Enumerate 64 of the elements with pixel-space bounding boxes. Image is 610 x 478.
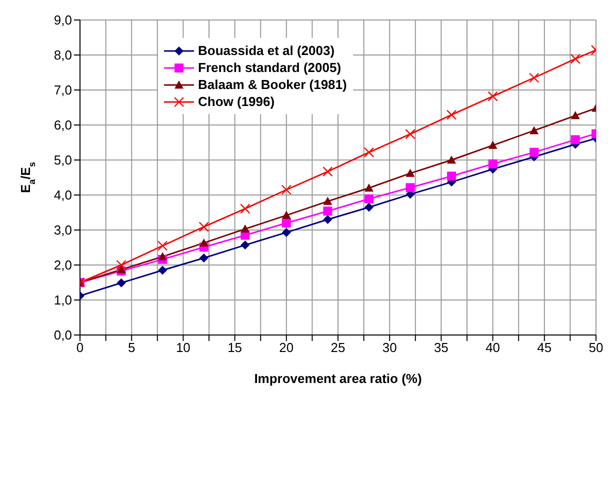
x-tick-label: 25: [330, 340, 346, 356]
y-tick-label: 7,0: [54, 82, 72, 98]
point: [528, 72, 540, 83]
point: [323, 196, 332, 205]
y-tick-label: 1,0: [54, 292, 72, 308]
x-tick-label: 5: [128, 340, 136, 356]
point: [405, 129, 416, 140]
point: [157, 240, 168, 251]
point: [199, 254, 208, 262]
y-tick-label: 3,0: [54, 222, 72, 238]
point: [158, 266, 168, 275]
x-tick-label: 45: [537, 340, 552, 356]
legend-label: Bouassida et al (2003): [198, 43, 335, 58]
x-tick-label: 35: [434, 340, 448, 356]
x-tick-label: 10: [176, 340, 190, 356]
point: [282, 218, 291, 228]
x-tick-label: 30: [382, 340, 397, 356]
point: [240, 240, 250, 250]
y-tick-label: 2,0: [54, 258, 72, 273]
point: [364, 202, 374, 212]
point: [488, 159, 498, 168]
y-tick-label: 6,0: [54, 118, 72, 133]
point: [323, 206, 332, 216]
point: [570, 135, 580, 144]
point: [488, 140, 498, 149]
point: [240, 204, 250, 214]
point: [447, 156, 456, 164]
point: [530, 126, 539, 134]
y-tick-label: 9,0: [54, 12, 72, 28]
x-axis-title: Improvement area ratio (%): [254, 371, 422, 386]
point: [364, 147, 374, 158]
x-tick-label: 50: [588, 340, 604, 356]
point: [281, 184, 292, 195]
point: [530, 148, 539, 157]
point: [406, 168, 415, 177]
point: [364, 194, 374, 204]
y-tick-label: 5,0: [54, 152, 72, 168]
point: [158, 252, 168, 260]
legend-label: French standard (2005): [198, 60, 342, 75]
x-tick-label: 15: [228, 340, 242, 356]
point: [322, 166, 333, 177]
point: [240, 224, 250, 233]
point: [570, 54, 580, 64]
legend-label: Chow (1996): [198, 94, 275, 109]
y-tick-label: 4,0: [54, 188, 72, 203]
point: [570, 111, 580, 120]
point: [364, 184, 374, 192]
y-tick-label: 8,0: [54, 48, 72, 63]
point: [199, 238, 208, 247]
point: [488, 91, 498, 102]
point: [406, 183, 415, 192]
point: [198, 222, 209, 232]
point: [282, 228, 291, 237]
x-tick-label: 0: [76, 340, 84, 356]
legend-label: Balaam & Booker (1981): [198, 77, 347, 92]
point: [323, 215, 332, 224]
x-tick-label: 20: [279, 340, 294, 356]
point: [446, 110, 457, 120]
point: [116, 278, 126, 288]
point: [447, 172, 456, 181]
x-tick-label: 40: [486, 340, 500, 356]
point: [282, 210, 291, 219]
y-tick-label: 0,0: [54, 328, 72, 343]
point: [116, 260, 126, 270]
